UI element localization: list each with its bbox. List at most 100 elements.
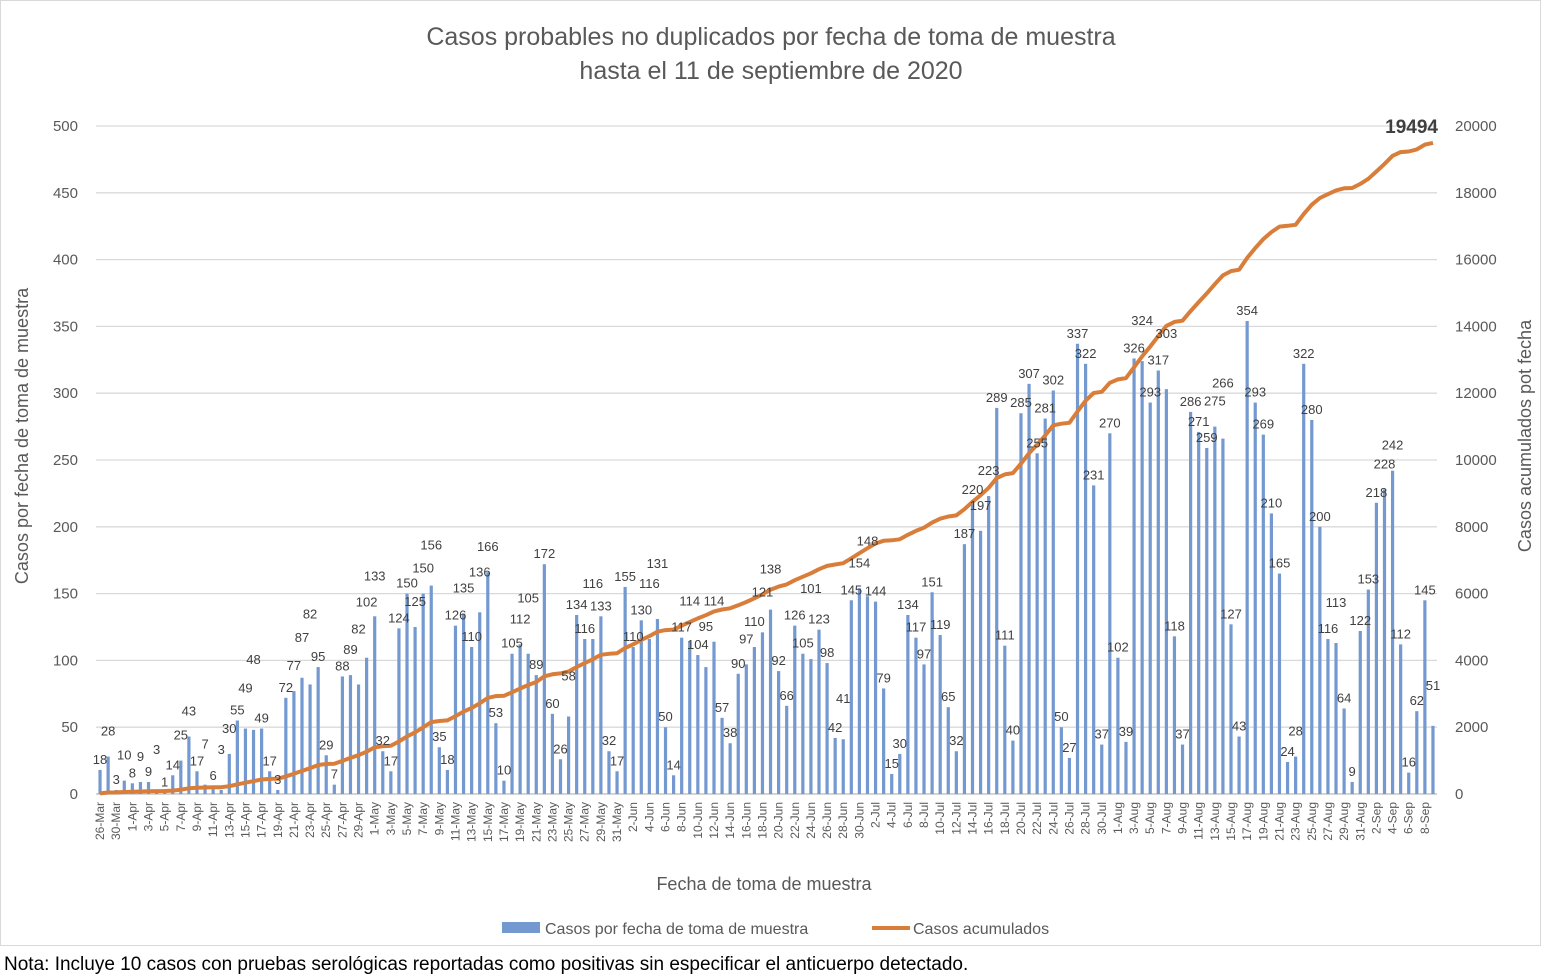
bar-value-label: 97 — [917, 646, 931, 661]
bar — [122, 780, 126, 794]
bar-value-label: 197 — [970, 498, 992, 513]
bar — [962, 544, 967, 794]
bar-value-label: 7 — [331, 767, 338, 782]
bar-value-label: 293 — [1244, 385, 1266, 400]
bar-value-label: 50 — [658, 709, 672, 724]
bar — [1310, 419, 1314, 794]
bar — [461, 613, 466, 794]
bar — [938, 635, 942, 794]
bar-value-label: 117 — [671, 620, 692, 635]
bar-value-label: 116 — [582, 576, 603, 591]
x-tick-label: 22-Jul — [1030, 802, 1044, 835]
bar-value-label: 90 — [731, 656, 745, 671]
x-tick-label: 10-Jul — [933, 802, 947, 835]
bar — [890, 773, 894, 794]
bar — [421, 593, 425, 794]
bar — [1285, 761, 1290, 794]
x-tick-label: 28-Jul — [1079, 802, 1093, 835]
bar — [1423, 600, 1427, 794]
x-tick-label: 7-Apr — [174, 802, 188, 831]
x-tick-label: 1-Aug — [1111, 802, 1125, 834]
x-tick-label: 11-Apr — [206, 802, 220, 837]
x-tick-label: 13-May — [465, 802, 479, 842]
bar — [292, 691, 296, 794]
bar-value-label: 18 — [440, 752, 454, 767]
bar-value-label: 127 — [1220, 606, 1242, 621]
bar — [639, 620, 643, 794]
bar — [389, 771, 393, 794]
bar-value-label: 113 — [1326, 595, 1347, 610]
bar-value-label: 28 — [101, 724, 115, 739]
bar — [558, 759, 563, 794]
bar-value-label: 6 — [210, 768, 217, 783]
x-tick-label: 14-Jun — [723, 802, 737, 839]
line-series — [99, 140, 1434, 796]
bar-value-label: 122 — [1349, 613, 1371, 628]
bar-value-label: 38 — [723, 725, 737, 740]
x-tick-label: 6-Sep — [1402, 802, 1416, 834]
bar-value-label: 104 — [687, 637, 709, 652]
bar-value-label: 42 — [828, 720, 842, 735]
bar-value-label: 154 — [849, 555, 871, 570]
bar — [219, 789, 223, 794]
bar — [906, 614, 910, 794]
bar-value-label: 66 — [779, 688, 793, 703]
x-axis-title: Fecha de toma de muestra — [656, 874, 872, 894]
bar — [987, 496, 991, 794]
bar-value-label: 87 — [295, 630, 309, 645]
bar-value-label: 14 — [666, 757, 680, 772]
bar-value-label: 210 — [1261, 495, 1283, 510]
bar-value-label: 130 — [630, 602, 652, 617]
bar — [332, 784, 336, 794]
bar-value-label: 9 — [145, 764, 152, 779]
bar — [494, 723, 498, 794]
x-tick-label: 8-Sep — [1418, 802, 1432, 834]
y-tick-label: 150 — [53, 586, 78, 603]
bar — [356, 684, 361, 794]
bar — [146, 781, 151, 794]
bar — [671, 775, 676, 794]
bar — [566, 716, 571, 794]
x-tick-label: 20-Jul — [1014, 802, 1028, 835]
x-tick-label: 23-Aug — [1289, 802, 1303, 841]
bar — [768, 609, 773, 794]
bar-value-label: 322 — [1075, 346, 1097, 361]
bar-value-label: 303 — [1156, 326, 1178, 341]
x-tick-label: 4-Jul — [885, 802, 899, 828]
bar-value-label: 148 — [857, 533, 879, 548]
bar-value-label: 55 — [230, 703, 244, 718]
x-tick-label: 11-May — [448, 802, 462, 841]
bar — [1011, 740, 1015, 794]
bar — [405, 593, 409, 794]
x-tick-label: 26-Jul — [1062, 802, 1076, 835]
bar — [1221, 438, 1225, 794]
bar — [970, 500, 975, 794]
x-tick-label: 7-May — [416, 802, 430, 835]
bar — [453, 625, 458, 794]
bar-value-label: 187 — [954, 526, 976, 541]
bar — [251, 729, 256, 794]
bar-value-label: 322 — [1293, 346, 1315, 361]
bar — [106, 756, 110, 794]
bar — [599, 616, 603, 794]
bar-value-label: 95 — [311, 649, 325, 664]
bar-value-label: 105 — [517, 591, 539, 606]
bar — [736, 673, 740, 794]
x-tick-label: 31-May — [610, 802, 624, 842]
bar-value-label: 266 — [1212, 376, 1234, 391]
x-tick-label: 4-Jun — [642, 802, 656, 832]
bar — [365, 657, 369, 794]
bar-value-label: 285 — [1010, 395, 1032, 410]
x-tick-label: 3-Apr — [142, 802, 156, 831]
bar-value-label: 18 — [93, 752, 107, 767]
bar — [1197, 431, 1201, 794]
bar — [163, 792, 167, 794]
chart-title-line-2: hasta el 11 de septiembre de 2020 — [579, 57, 962, 85]
bar-value-label: 116 — [1318, 621, 1339, 636]
x-tick-label: 24-Jul — [1046, 802, 1060, 835]
bar-value-label: 62 — [1410, 693, 1424, 708]
bar — [526, 653, 530, 794]
bar — [284, 697, 288, 794]
y2-tick-label: 18000 — [1455, 185, 1497, 202]
